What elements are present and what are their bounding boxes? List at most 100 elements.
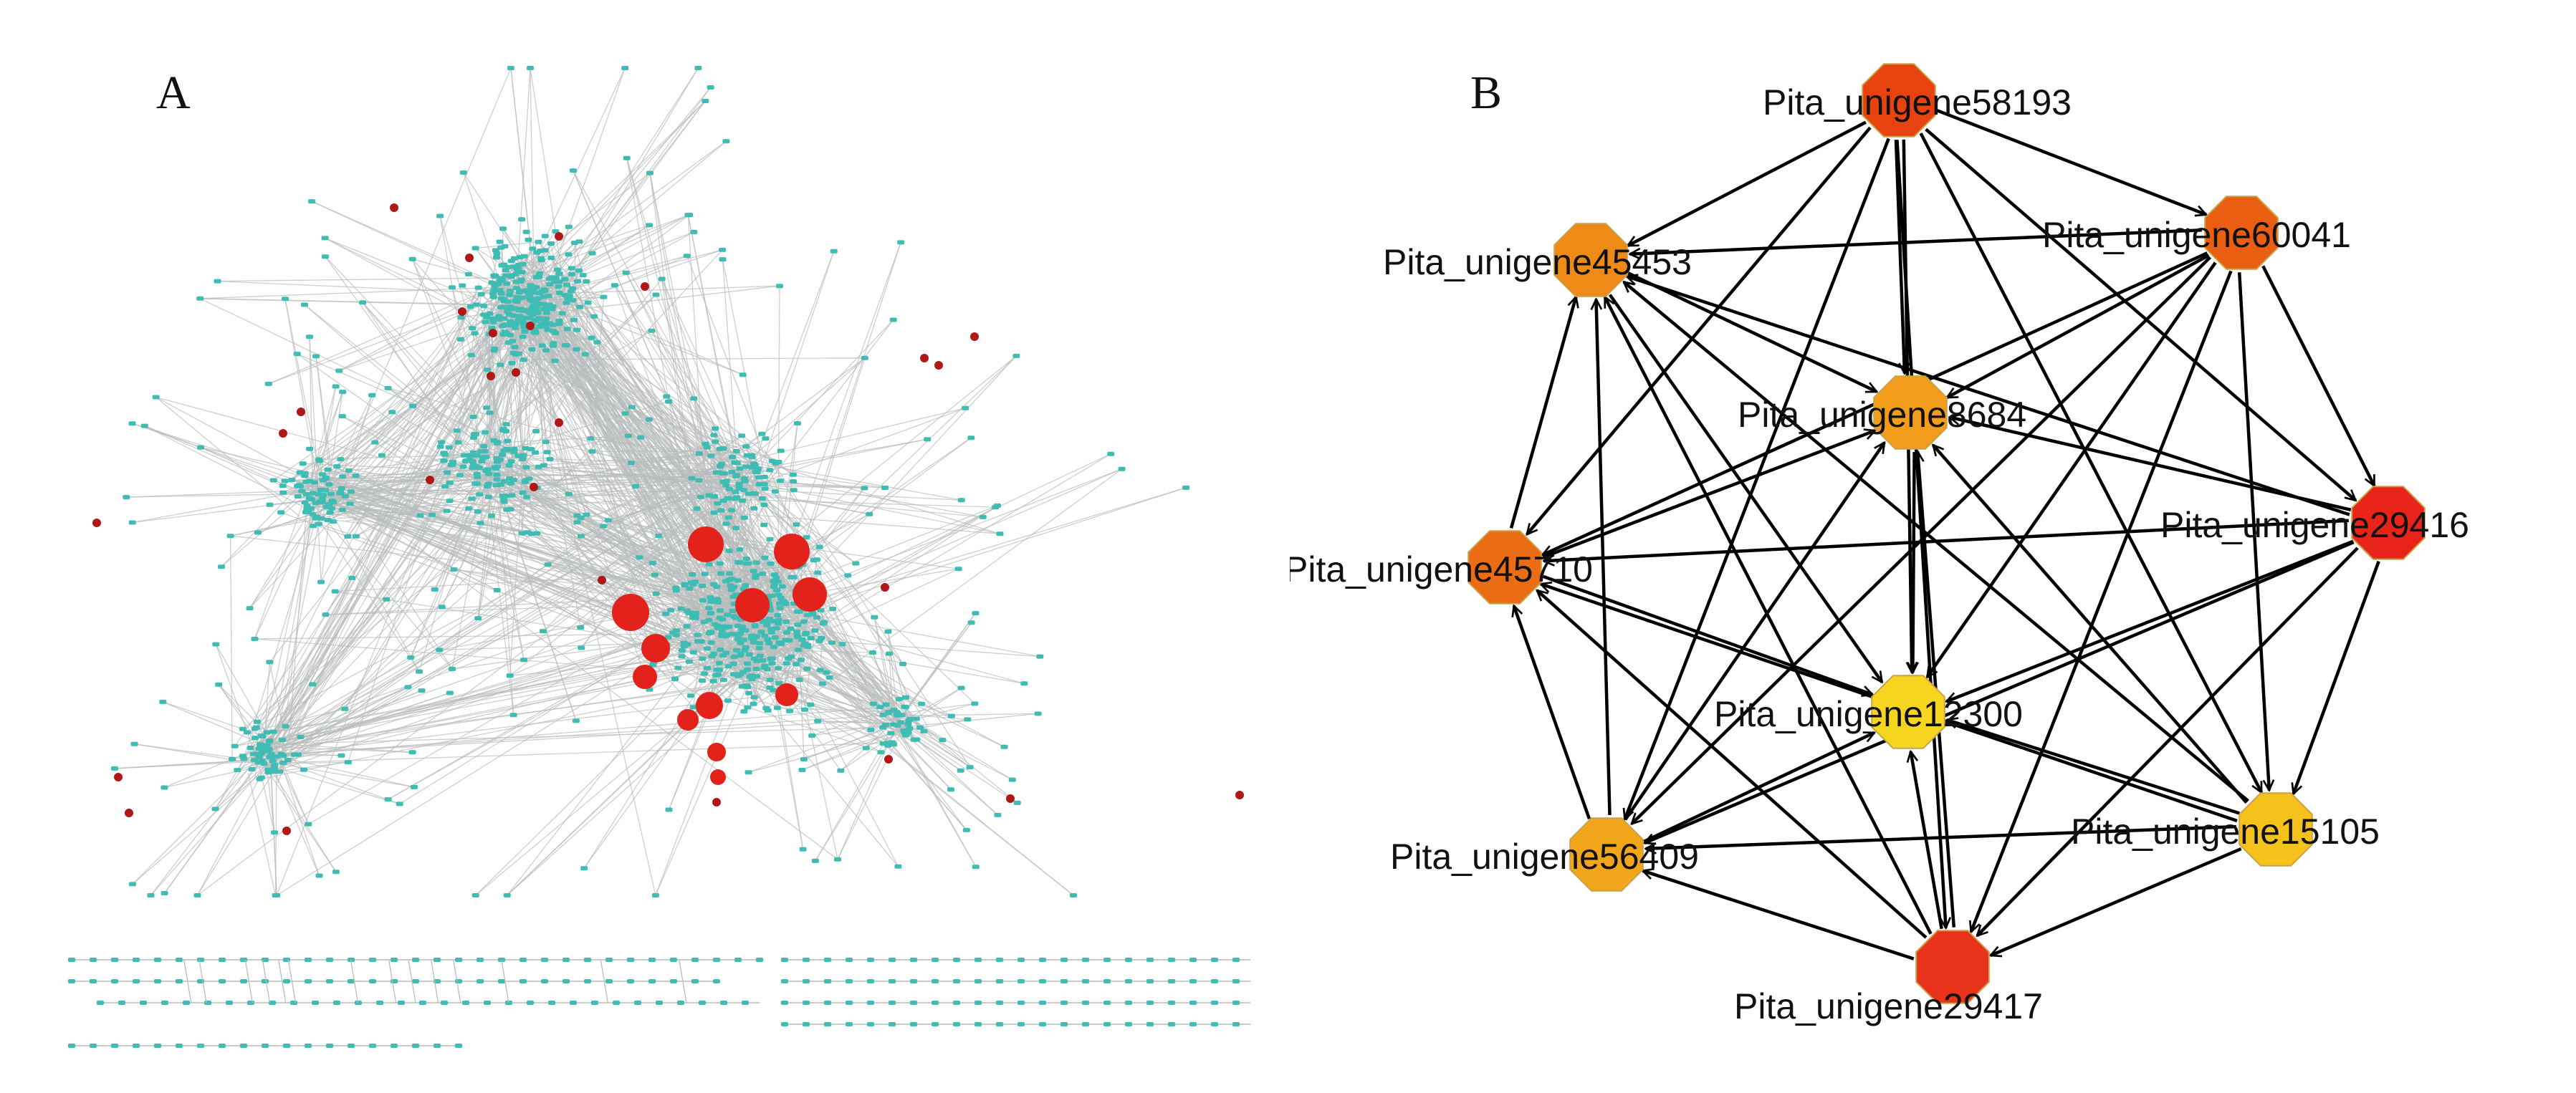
gene-node bbox=[745, 691, 752, 695]
gene-node bbox=[312, 501, 320, 505]
gene-node bbox=[471, 331, 479, 335]
gene-node bbox=[742, 1001, 749, 1005]
gene-node bbox=[734, 958, 742, 962]
gene-node bbox=[456, 473, 464, 477]
gene-node bbox=[870, 702, 877, 706]
network-edge bbox=[904, 613, 975, 711]
gene-node bbox=[910, 1022, 917, 1026]
gene-node bbox=[537, 256, 545, 261]
gene-node bbox=[800, 643, 808, 647]
gene-node bbox=[578, 646, 585, 650]
gene-node bbox=[699, 598, 707, 602]
interaction-edge bbox=[1628, 122, 1866, 246]
gene-node bbox=[1060, 958, 1068, 962]
gene-node bbox=[283, 958, 290, 962]
gene-node bbox=[412, 958, 419, 962]
gene-node bbox=[786, 709, 793, 713]
gene-node bbox=[585, 301, 592, 305]
gene-node bbox=[438, 440, 445, 445]
gene-node bbox=[326, 958, 333, 962]
gene-node bbox=[396, 801, 403, 806]
gene-node bbox=[737, 547, 744, 552]
gene-node bbox=[477, 979, 484, 983]
gene-node bbox=[391, 958, 398, 962]
gene-node bbox=[550, 344, 557, 348]
gene-node bbox=[490, 295, 497, 299]
gene-node bbox=[861, 356, 868, 360]
gene-node bbox=[219, 958, 226, 962]
gene-node bbox=[613, 1001, 620, 1005]
gene-node bbox=[714, 501, 721, 506]
gene-node bbox=[504, 893, 511, 897]
gene-node bbox=[724, 612, 731, 617]
gene-node bbox=[532, 285, 540, 289]
gene-node bbox=[781, 979, 788, 983]
gene-node bbox=[540, 307, 547, 311]
highlighted-gene-node bbox=[465, 254, 474, 262]
gene-node bbox=[801, 708, 808, 712]
gene-node bbox=[746, 653, 753, 657]
gene-node bbox=[708, 640, 715, 645]
gene-node bbox=[345, 468, 353, 473]
interaction-edge bbox=[1938, 110, 2206, 214]
gene-node bbox=[555, 284, 562, 289]
gene-node bbox=[306, 447, 313, 451]
gene-node bbox=[570, 1001, 577, 1005]
gene-node bbox=[536, 324, 543, 329]
interaction-edge bbox=[1610, 295, 1882, 683]
interaction-edge bbox=[1543, 430, 1875, 557]
interaction-edge bbox=[1991, 849, 2241, 955]
gene-node bbox=[148, 893, 155, 897]
gene-node bbox=[540, 629, 547, 633]
gene-node bbox=[755, 476, 762, 480]
gene-node bbox=[750, 506, 757, 511]
gene-node bbox=[790, 488, 798, 492]
gene-node bbox=[240, 979, 247, 983]
gene-node bbox=[570, 168, 577, 173]
gene-node bbox=[659, 277, 666, 281]
gene-node bbox=[494, 464, 501, 468]
gene-node bbox=[953, 1022, 960, 1026]
gene-node bbox=[493, 256, 500, 260]
gene-node bbox=[957, 769, 964, 773]
gene-node bbox=[812, 859, 819, 863]
gene-node bbox=[519, 491, 527, 495]
gene-node bbox=[863, 746, 870, 751]
gene-node bbox=[811, 628, 818, 632]
gene-node bbox=[353, 534, 360, 539]
gene-node bbox=[277, 510, 284, 514]
gene-node bbox=[511, 256, 518, 261]
gene-node bbox=[611, 283, 618, 287]
highlighted-gene-node bbox=[555, 418, 563, 427]
gene-node bbox=[409, 750, 416, 754]
gene-node bbox=[339, 390, 346, 394]
gene-node bbox=[535, 297, 542, 301]
gene-node bbox=[972, 865, 980, 869]
gene-node bbox=[807, 703, 814, 707]
gene-node bbox=[871, 615, 878, 620]
gene-node bbox=[454, 428, 461, 433]
gene-node bbox=[817, 668, 824, 673]
gene-node bbox=[781, 958, 788, 962]
gene-node bbox=[111, 979, 118, 983]
gene-node bbox=[704, 446, 711, 450]
gene-node bbox=[455, 958, 462, 962]
gene-node bbox=[266, 738, 273, 743]
gene-node bbox=[316, 874, 323, 878]
gene-node bbox=[739, 670, 747, 675]
gene-node bbox=[376, 1001, 383, 1005]
gene-node bbox=[528, 347, 535, 352]
gene-node bbox=[141, 424, 148, 428]
gene-node bbox=[732, 490, 739, 494]
gene-node bbox=[477, 521, 484, 525]
gene-node bbox=[325, 482, 332, 486]
gene-node bbox=[1060, 979, 1068, 983]
gene-node bbox=[1146, 979, 1154, 983]
gene-node bbox=[416, 670, 423, 674]
gene-node bbox=[353, 473, 360, 478]
gene-node bbox=[690, 396, 697, 400]
gene-node bbox=[523, 230, 530, 234]
gene-node bbox=[808, 733, 815, 738]
gene-node bbox=[756, 646, 763, 650]
gene-node bbox=[869, 650, 876, 655]
